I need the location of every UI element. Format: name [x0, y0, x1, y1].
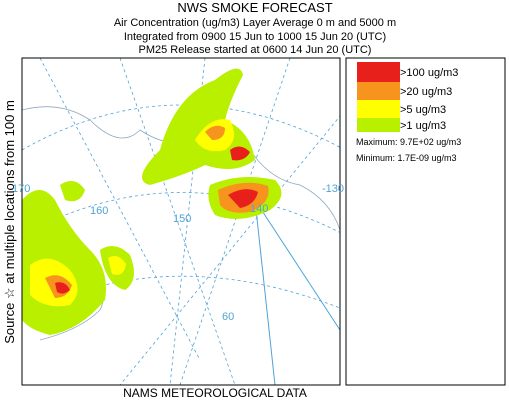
- legend-label: >20 ug/m3: [400, 86, 452, 98]
- map: 170 160 150 140 -130 60: [12, 57, 344, 386]
- legend-swatch: [357, 82, 400, 100]
- title: NWS SMOKE FORECAST: [177, 0, 332, 15]
- legend-label: >100 ug/m3: [400, 67, 458, 79]
- smoke-area: [55, 282, 70, 294]
- minimum: Minimum: 1.7E-09 ug/m3: [356, 153, 457, 163]
- smoke-area: [228, 189, 258, 208]
- smoke-area: [60, 181, 85, 202]
- legend-frame: [345, 57, 506, 386]
- smoke-area: [205, 125, 225, 140]
- graticule-label: 170: [12, 183, 30, 195]
- graticule-label: -130: [322, 183, 344, 195]
- graticule: [119, 58, 236, 385]
- side-label: Source ☆ at multiple locations from 100 …: [2, 100, 17, 344]
- graticule-label: 150: [173, 213, 191, 225]
- legend-label: >5 ug/m3: [400, 104, 446, 116]
- border: [254, 199, 340, 385]
- legend-swatch: [357, 118, 400, 132]
- graticule: [119, 115, 340, 385]
- footer: NAMS METEOROLOGICAL DATA: [123, 386, 307, 400]
- subtitle: Integrated from 0900 15 Jun to 1000 15 J…: [124, 31, 386, 43]
- graticule: [39, 58, 201, 361]
- legend-label: >1 ug/m3: [400, 120, 446, 132]
- subtitle: Air Concentration (ug/m3) Layer Average …: [114, 17, 396, 29]
- graticule-label: 140: [250, 203, 268, 215]
- graticule: [22, 192, 340, 236]
- smoke-area: [108, 256, 126, 275]
- legend-swatch: [357, 62, 400, 82]
- smoke-area: [142, 68, 255, 185]
- smoke-area: [230, 146, 250, 161]
- map-frame: [21, 57, 341, 386]
- subtitle: PM25 Release started at 0600 14 Jun 20 (…: [139, 44, 372, 56]
- maximum: Maximum: 9.7E+02 ug/m3: [356, 137, 461, 147]
- graticule-label: 60: [222, 311, 234, 323]
- legend: Maximum: 9.7E+02 ug/m3 Minimum: 1.7E-09 …: [345, 57, 506, 386]
- graticule-label: 160: [90, 205, 108, 217]
- legend-swatch: [357, 100, 400, 118]
